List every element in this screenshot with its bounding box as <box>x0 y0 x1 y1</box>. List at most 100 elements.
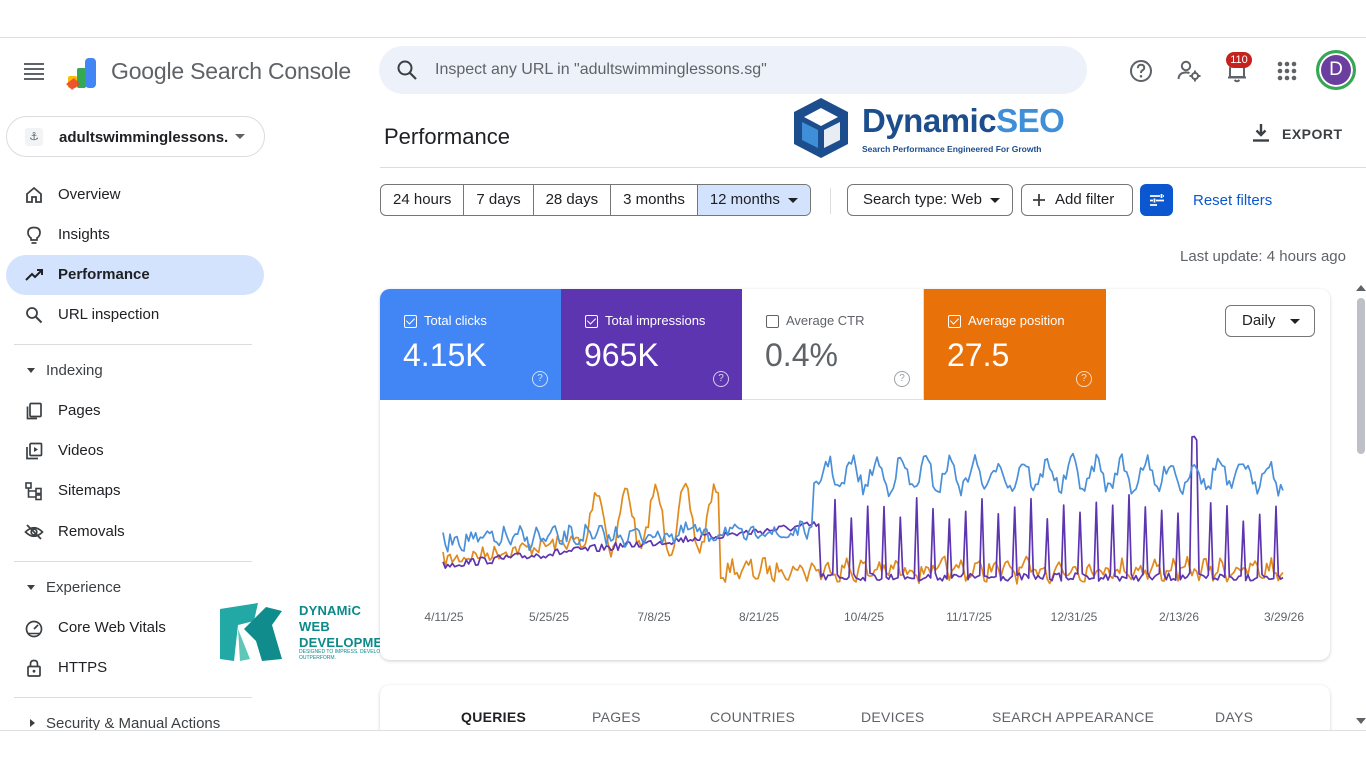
sidebar-item-performance[interactable]: Performance <box>6 255 264 295</box>
search-type-filter[interactable]: Search type: Web <box>847 184 1013 216</box>
range-12-months[interactable]: 12 months <box>697 185 810 215</box>
trending-up-icon <box>25 269 43 281</box>
plus-icon <box>1033 194 1045 206</box>
help-icon[interactable]: ? <box>713 371 729 387</box>
scroll-up-icon[interactable] <box>1356 285 1366 291</box>
main-scrollbar[interactable] <box>1354 282 1366 730</box>
browser-top-strip <box>0 0 1366 38</box>
property-selector[interactable]: ⚓ adultswimminglessons.... <box>6 116 265 157</box>
help-icon[interactable] <box>1128 58 1154 84</box>
browser-bottom-strip <box>0 730 1366 768</box>
filter-tune-icon <box>1150 194 1164 206</box>
manage-users-icon[interactable] <box>1176 58 1202 84</box>
metric-average-ctr[interactable]: Average CTR 0.4% ? <box>742 289 924 400</box>
search-console-app: Google Search Console 110 D ⚓ adultswim <box>0 38 1366 730</box>
chevron-down-icon <box>235 134 245 139</box>
checkbox-icon <box>766 315 779 328</box>
tab-devices[interactable]: DEVICES <box>861 709 925 725</box>
performance-line-chart: 4/11/25 5/25/25 7/8/25 8/21/25 10/4/25 11/17/… <box>424 435 1304 624</box>
reset-filters-link[interactable]: Reset filters <box>1193 192 1273 209</box>
brand-title: Google Search Console <box>111 58 352 84</box>
date-range-selector: 24 hours 7 days 28 days 3 months 12 mont… <box>380 184 811 216</box>
x-tick-label: 4/11/25 <box>424 610 463 624</box>
home-icon <box>26 186 42 203</box>
dynamic-web-brand-text: DYNAMiC WEB DEVELOPMENT <box>299 603 401 650</box>
range-24-hours[interactable]: 24 hours <box>381 185 465 215</box>
series-line-total-clicks <box>442 452 1284 553</box>
sidebar-item-core-web-vitals[interactable]: Core Web Vitals <box>6 608 264 648</box>
checkbox-icon <box>404 315 417 328</box>
sidebar-item-removals[interactable]: Removals <box>6 512 264 552</box>
dynamic-seo-tagline: Search Performance Engineered For Growth <box>862 144 1042 154</box>
sidebar-item-label: Sitemaps <box>58 482 121 499</box>
scroll-down-icon[interactable] <box>1356 718 1366 724</box>
help-icon[interactable]: ? <box>894 371 910 387</box>
avatar[interactable]: D <box>1316 50 1356 90</box>
section-title: Security & Manual Actions <box>46 715 221 730</box>
dynamic-web-logo-icon <box>220 603 282 661</box>
metric-label: Average position <box>968 313 1065 328</box>
pages-icon <box>26 402 42 420</box>
metric-value: 27.5 <box>947 337 1010 373</box>
x-tick-label: 5/25/25 <box>529 610 569 624</box>
section-title: Indexing <box>46 362 103 379</box>
collapse-arrow-icon <box>27 585 35 590</box>
sidebar-item-sitemaps[interactable]: Sitemaps <box>6 471 264 511</box>
range-7-days[interactable]: 7 days <box>464 185 534 215</box>
title-divider <box>380 167 1366 168</box>
metric-average-position[interactable]: Average position 27.5 ? <box>924 289 1106 400</box>
performance-chart-card: Total clicks 4.15K ? Total impressions 9… <box>380 289 1330 660</box>
sidebar-item-url-inspection[interactable]: URL inspection <box>6 295 264 335</box>
tab-days[interactable]: DAYS <box>1215 709 1254 725</box>
granularity-dropdown[interactable]: Daily <box>1225 305 1315 337</box>
lock-icon <box>27 659 41 677</box>
scroll-thumb[interactable] <box>1357 298 1365 454</box>
search-input[interactable] <box>435 56 1055 84</box>
granularity-label: Daily <box>1242 312 1276 329</box>
sidebar-item-videos[interactable]: Videos <box>6 431 264 471</box>
metric-total-clicks[interactable]: Total clicks 4.15K ? <box>380 289 562 400</box>
page-title: Performance <box>384 124 510 149</box>
sidebar-item-label: Performance <box>58 266 150 283</box>
gauge-icon <box>25 620 43 638</box>
help-icon[interactable]: ? <box>1076 371 1092 387</box>
sidebar-item-label: Insights <box>58 226 110 243</box>
eye-off-icon <box>24 524 44 540</box>
sidebar-item-https[interactable]: HTTPS <box>6 648 264 688</box>
sidebar-item-pages[interactable]: Pages <box>6 391 264 431</box>
tab-search-appearance[interactable]: SEARCH APPEARANCE <box>992 709 1155 725</box>
apps-grid-icon[interactable] <box>1274 58 1300 84</box>
search-icon <box>26 307 43 324</box>
metric-label: Total impressions <box>605 313 706 328</box>
range-28-days[interactable]: 28 days <box>534 185 612 215</box>
sidebar-item-label: Pages <box>58 402 101 419</box>
sidebar-item-overview[interactable]: Overview <box>6 175 264 215</box>
sidebar-item-insights[interactable]: Insights <box>6 215 264 255</box>
metric-value: 0.4% <box>765 337 838 373</box>
chevron-down-icon <box>990 198 1000 203</box>
tab-pages[interactable]: PAGES <box>592 709 641 725</box>
help-icon[interactable]: ? <box>532 371 548 387</box>
series-line-total-impressions <box>442 435 1284 582</box>
tab-queries[interactable]: QUERIES <box>461 709 527 725</box>
url-inspect-search[interactable] <box>379 46 1087 94</box>
range-3-months[interactable]: 3 months <box>611 185 698 215</box>
metric-total-impressions[interactable]: Total impressions 965K ? <box>561 289 743 400</box>
checkbox-icon <box>948 315 961 328</box>
menu-icon[interactable] <box>22 60 46 80</box>
sitemap-icon <box>25 482 42 501</box>
filter-settings-button[interactable] <box>1140 184 1173 216</box>
add-filter-label: Add filter <box>1055 191 1115 208</box>
tab-countries[interactable]: COUNTRIES <box>710 709 796 725</box>
series-line-average-position <box>442 482 1284 585</box>
video-icon <box>26 442 43 460</box>
report-tabs: QUERIES PAGES COUNTRIES DEVICES SEARCH A… <box>380 685 1330 730</box>
sidebar-item-label: Core Web Vitals <box>58 619 166 636</box>
dynamic-web-development-watermark: DYNAMiC WEB DEVELOPMENT DESIGNED TO IMPR… <box>218 601 404 663</box>
last-update-text: Last update: 4 hours ago <box>1180 248 1346 265</box>
add-filter-button[interactable]: Add filter <box>1021 184 1133 216</box>
x-tick-label: 10/4/25 <box>844 610 884 624</box>
download-icon <box>1253 124 1269 142</box>
notification-badge: 110 <box>1226 52 1252 68</box>
collapse-arrow-icon <box>27 368 35 373</box>
